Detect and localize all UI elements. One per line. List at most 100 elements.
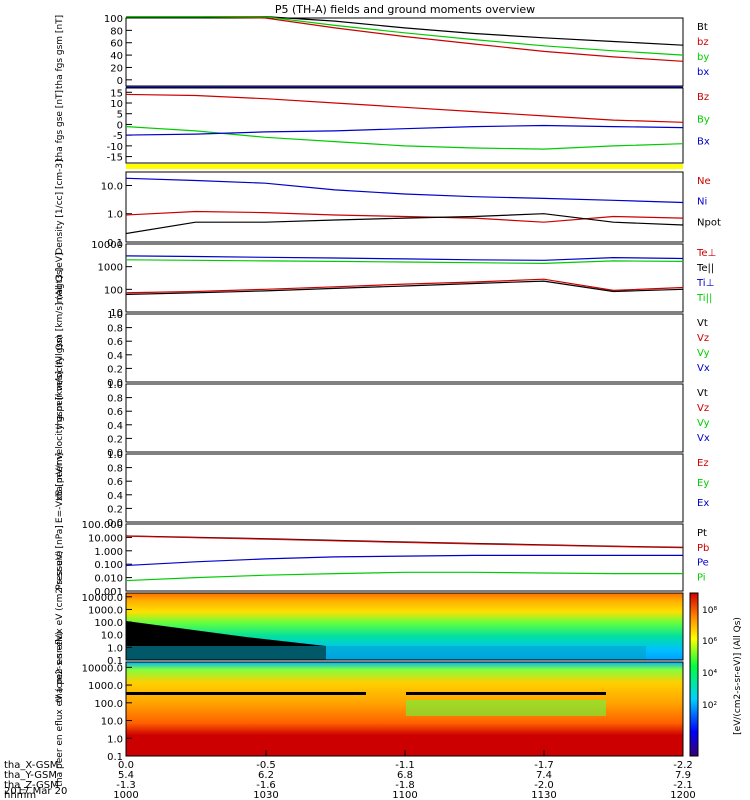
series-line-ni [125,177,684,204]
legend-vx: Vx [697,433,710,444]
x-axis-tick-label: -1.8 [395,780,415,791]
legend-ti: Ti⊥ [696,278,714,289]
y-tick-label: 0.010 [94,574,123,585]
y-tick-label: 1000.0 [88,605,123,616]
legend-vy: Vy [697,348,710,359]
legend-vz: Vz [697,333,709,344]
y-tick-label: 1.0 [107,380,123,391]
y-tick-label: 10000 [91,240,123,251]
series-line-ti [125,255,684,261]
colorbar-gradient [689,592,699,757]
panel-3: 10000 1000 100 10 magt3 [eV] Te⊥ Te|| Ti⊥ Ti|| [55,240,716,319]
colorbar-tick-1: 10⁶ [702,637,717,647]
panel-6: 1.0 0.8 0.6 0.4 0.2 0.0 E=-VxB [mV/m] Ez Ey Ex [55,450,709,529]
panel-7: 100.000 10.000 1.000 0.100 0.010 0.001 Pressur… [55,520,709,598]
series-line-ti [125,259,684,265]
y-tick-label: 0.6 [107,407,123,418]
series-line-ne [125,210,684,223]
x-axis-tick-label: 1200 [670,790,695,800]
y-tick-label: 10.0 [101,181,123,192]
series-line-pe [125,554,683,567]
colorbar: 10⁸ 10⁶ 10⁴ 10² [eV/(cm2-s-sr-eV)] (All … [689,592,743,757]
y-axis-label: magt3 [eV] [55,253,65,304]
y-tick-label: 1.0 [107,734,123,745]
spectrogram-low-band [126,646,646,660]
y-tick-label: 1.0 [107,643,123,654]
legend-pb: Pb [697,543,709,554]
y-tick-label: 100.000 [82,520,123,531]
legend-by: by [697,52,709,63]
y-tick-label: 0.001 [94,587,123,598]
legend-pt: Pt [697,528,707,539]
x-axis-row-label: tha_Y-GSM [4,770,57,781]
x-axis: tha_X-GSM 0.0 -0.5 -1.1 -1.7 -2.2 tha_Y-GSM 5.4… [4,750,696,800]
y-tick-label: 0.0 [107,448,123,459]
y-axis-label: tha peer velocity gsm [km/s] (All Qs) [55,335,65,500]
panel-frame [125,383,684,453]
y-axis-label: tha peir en eflux eV (cm2-s-sr-eV) [55,550,65,702]
x-axis-tick-label: -1.6 [256,780,276,791]
legend-npot: Npot [697,217,721,228]
series-line-te [125,280,684,295]
plot-title: P5 (TH-A) fields and ground moments over… [275,3,535,16]
y-axis-label: tha peir velocity gsm [km/s] (All Qs) [55,267,65,429]
y-tick-label: 0 [117,76,123,87]
legend-bx: Bx [697,137,710,148]
y-tick-label: 0.2 [107,504,123,515]
y-tick-label: 15 [110,88,123,99]
x-axis-tick-label: 1100 [392,790,417,800]
y-tick-label: 1.0 [107,450,123,461]
x-axis-row-label: tha_Z-GSM [4,780,59,791]
x-axis-tick-label: -2.0 [534,780,554,791]
y-tick-label: 0.8 [107,324,123,335]
y-tick-label: 1.0 [107,310,123,321]
legend-ne: Ne [697,176,711,187]
legend-te: Te⊥ [696,248,716,259]
legend-vy: Vy [697,418,710,429]
legend-vx: Vx [697,363,710,374]
panel-4: 1.0 0.8 0.6 0.4 0.2 0.0 tha peir velocity gsm … [55,267,710,429]
y-axis-label: tha peer en eflux eV (cm2-s-sr-eV) [55,631,65,786]
y-tick-label: 100 [104,14,123,25]
panel-frame [125,523,684,592]
panel-5: 1.0 0.8 0.6 0.4 0.2 0.0 tha peer velocity gsm … [55,335,710,500]
y-tick-label: 100.0 [94,699,123,710]
legend-vt: Vt [697,318,708,329]
y-tick-label: 40 [110,51,123,62]
y-tick-label: 0.4 [107,421,123,432]
y-tick-label: 0 [117,120,123,131]
y-tick-label: 10000.0 [82,663,123,674]
series-line-te [125,278,684,294]
y-tick-label: 0.2 [107,364,123,375]
series-line-pb [125,535,684,549]
y-tick-label: 0.4 [107,491,123,502]
x-axis-tick-label: -2.2 [673,760,693,771]
legend-by: By [697,114,710,125]
y-tick-label: 1.0 [107,210,123,221]
y-tick-label: -15 [107,153,123,164]
y-tick-label: 10 [110,308,123,319]
quality-flag-bar [126,164,683,169]
legend-vt: Vt [697,388,708,399]
panel-frame [125,87,684,164]
series-line-bt [126,16,684,46]
x-axis-tick-label: -1.3 [116,780,136,791]
y-tick-label: 0.8 [107,464,123,475]
x-axis-tick-label: 6.8 [397,770,413,781]
x-axis-tick-label: 5.4 [118,770,134,781]
series-line-bx [125,124,684,136]
panel-frame [125,453,684,523]
y-tick-label: 0.1 [107,656,123,667]
x-axis-tick-label: 1000 [113,790,138,800]
y-tick-label: 10.000 [88,533,123,544]
y-tick-label: -5 [113,131,123,142]
panel-frame [125,592,684,661]
x-axis-tick-label: 7.9 [675,770,691,781]
y-axis-label: Density [1/cc] [cm-3] [55,159,65,254]
legend-te: Te|| [696,263,714,274]
y-axis-label: tha fgs gse [nT] [55,90,65,161]
